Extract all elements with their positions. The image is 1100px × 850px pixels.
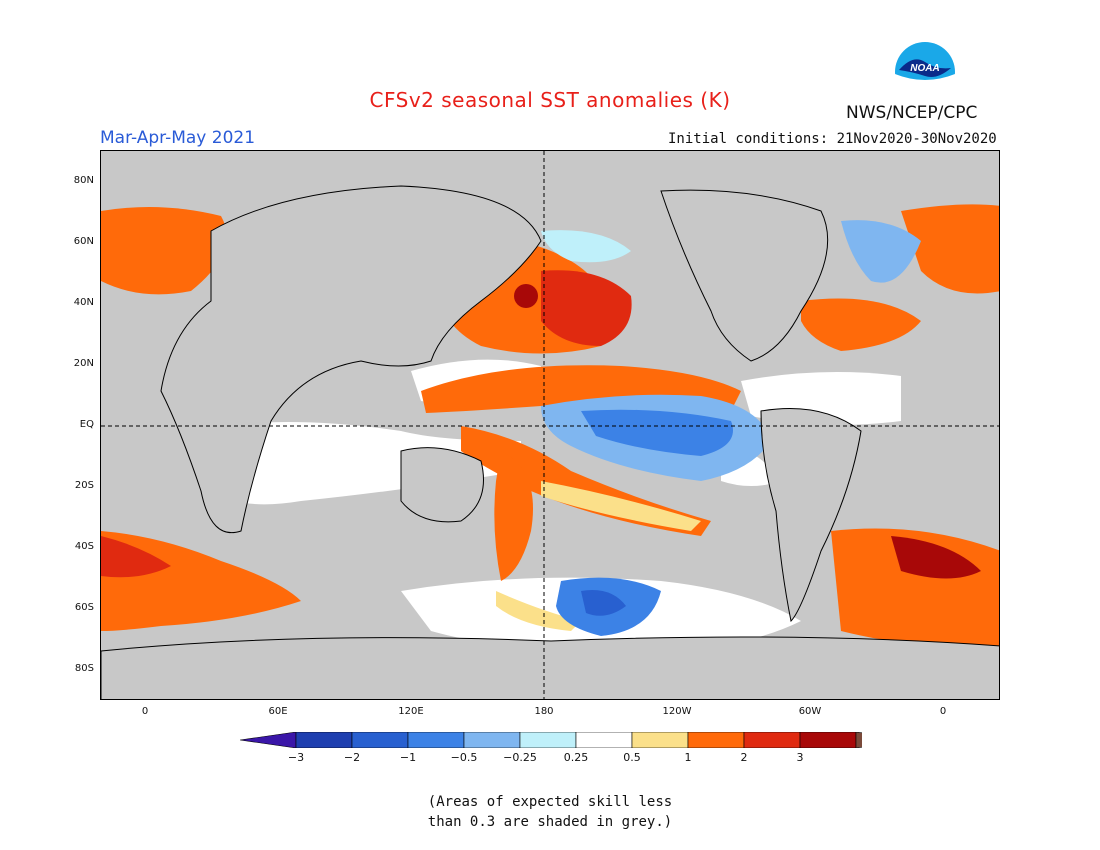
warm-anomaly-region — [496, 591, 581, 631]
land-north-america — [660, 189, 829, 362]
colorbar-segment — [295, 731, 353, 749]
noaa-logo: NOAA — [893, 40, 957, 106]
colorbar-segment — [631, 731, 689, 749]
lon-label: 60W — [798, 706, 822, 717]
warm-anomaly-region — [494, 451, 533, 581]
colorbar-segment — [799, 731, 857, 749]
lat-label: 80S — [74, 663, 94, 674]
agency-label: NWS/NCEP/CPC — [846, 103, 978, 123]
warm-anomaly-region — [101, 207, 227, 295]
warm-anomaly-region — [901, 204, 999, 294]
cool-anomaly-region — [581, 409, 733, 456]
land-australia — [400, 447, 484, 523]
colorbar-high-arrow — [855, 731, 913, 749]
lon-label: 0 — [141, 706, 149, 717]
colorbar-label: −1 — [399, 751, 417, 764]
colorbar-segment — [407, 731, 465, 749]
land-arctic — [101, 151, 999, 176]
skill-note-line2: than 0.3 are shaded in grey.) — [427, 814, 673, 830]
svg-text:NOAA: NOAA — [910, 63, 939, 74]
lon-label: 60E — [268, 706, 288, 717]
sst-anomaly-map — [100, 150, 1000, 700]
lon-label: 180 — [534, 706, 554, 717]
colorbar-segment — [687, 731, 745, 749]
colorbar-label: 1 — [684, 751, 692, 764]
colorbar-label: −2 — [343, 751, 361, 764]
skill-note: (Areas of expected skill less than 0.3 a… — [0, 792, 1100, 832]
neutral-anomaly-region — [211, 422, 521, 505]
initial-conditions: Initial conditions: 21Nov2020-30Nov2020 — [668, 131, 997, 147]
skill-note-line1: (Areas of expected skill less — [427, 794, 673, 810]
land-africa-eurasia — [160, 185, 542, 533]
lat-label: 80N — [73, 175, 94, 186]
map-canvas — [101, 151, 999, 699]
map-title: CFSv2 seasonal SST anomalies (K) — [369, 88, 731, 112]
colorbar-label: 0.5 — [623, 751, 641, 764]
lon-label: 0 — [939, 706, 947, 717]
warm-anomaly-region — [541, 481, 701, 531]
colorbar-label: −3 — [287, 751, 305, 764]
forecast-period: Mar-Apr-May 2021 — [100, 128, 256, 148]
colorbar-label: −0.25 — [503, 751, 537, 764]
colorbar-label: 0.25 — [563, 751, 589, 764]
land-south-america — [760, 408, 862, 623]
colorbar-segment — [519, 731, 577, 749]
colorbar-segment — [575, 731, 633, 749]
colorbar-label: 3 — [796, 751, 804, 764]
lat-label: 40S — [74, 541, 94, 552]
lat-label: 60S — [74, 602, 94, 613]
colorbar-segment — [351, 731, 409, 749]
colorbar-label: −0.5 — [450, 751, 478, 764]
cool-anomaly-region — [841, 220, 921, 283]
lon-label: 120E — [398, 706, 424, 717]
lat-label: 60N — [73, 236, 94, 247]
warm-anomaly-region — [101, 536, 171, 578]
color-scale-bar — [239, 731, 913, 749]
lat-label: 20N — [73, 358, 94, 369]
colorbar-label: 2 — [740, 751, 748, 764]
colorbar-low-arrow — [239, 731, 297, 749]
lat-label: 20S — [74, 480, 94, 491]
colorbar-segment — [743, 731, 801, 749]
color-scale-legend — [239, 731, 913, 752]
lon-label: 120W — [662, 706, 692, 717]
strong-warm-anomaly — [514, 284, 538, 308]
cool-anomaly-region — [541, 230, 631, 263]
lat-label: EQ — [79, 419, 94, 430]
colorbar-segment — [463, 731, 521, 749]
land-antarctica — [101, 636, 999, 699]
warm-anomaly-region — [541, 270, 632, 346]
warm-anomaly-region — [891, 536, 981, 579]
cool-anomaly-region — [581, 590, 626, 616]
lat-label: 40N — [73, 297, 94, 308]
warm-anomaly-region — [801, 298, 921, 351]
